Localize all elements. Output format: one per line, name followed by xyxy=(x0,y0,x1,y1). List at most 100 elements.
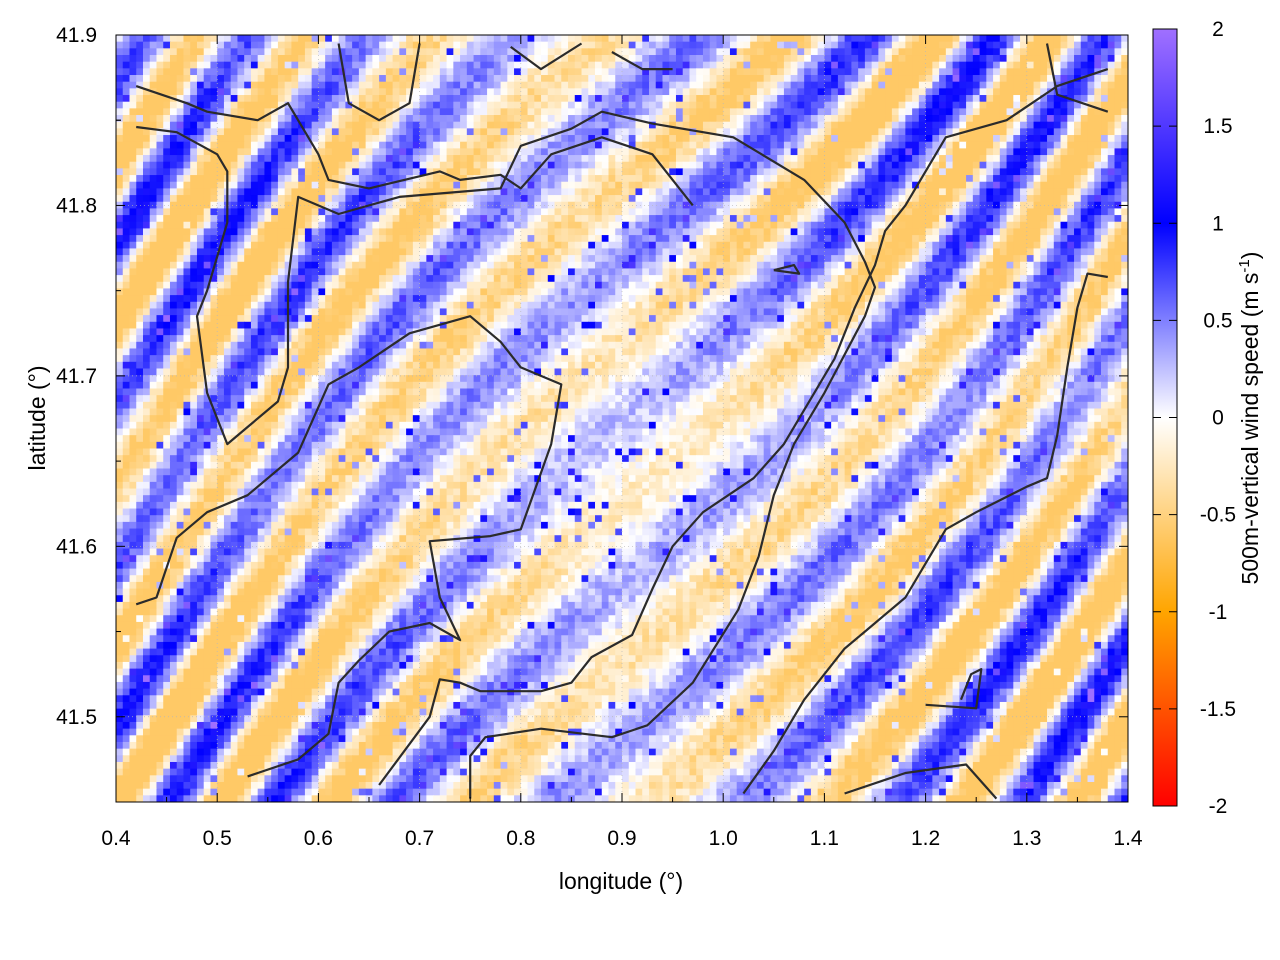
heatmap-cell xyxy=(1013,128,1021,136)
heatmap-cell xyxy=(507,55,515,63)
heatmap-cell xyxy=(1033,188,1041,196)
heatmap-cell xyxy=(716,195,724,203)
heatmap-cell xyxy=(972,35,981,43)
heatmap-cell xyxy=(291,55,299,63)
heatmap-cell xyxy=(277,55,286,63)
heatmap-cell xyxy=(149,141,158,149)
heatmap-cell xyxy=(250,68,259,76)
heatmap-cell xyxy=(183,115,191,123)
heatmap-cell xyxy=(966,121,974,129)
heatmap-cell xyxy=(1074,221,1082,230)
heatmap-cell xyxy=(1074,215,1082,223)
heatmap-cell xyxy=(972,68,981,76)
heatmap-cell xyxy=(298,168,306,176)
heatmap-cell xyxy=(999,61,1008,69)
heatmap-cell xyxy=(1020,241,1028,250)
heatmap-cell xyxy=(1074,108,1082,116)
heatmap-cell xyxy=(277,35,286,43)
heatmap-cell xyxy=(385,135,394,143)
heatmap-cell xyxy=(406,75,414,83)
heatmap-cell xyxy=(837,95,846,103)
heatmap-cell xyxy=(831,141,839,149)
heatmap-cell xyxy=(203,241,212,250)
heatmap-cell xyxy=(885,128,893,136)
heatmap-cell xyxy=(642,228,650,236)
heatmap-cell xyxy=(223,115,232,123)
heatmap-cell xyxy=(325,221,333,230)
heatmap-cell xyxy=(837,141,846,149)
heatmap-cell xyxy=(149,121,158,129)
heatmap-cell xyxy=(412,228,421,236)
heatmap-cell xyxy=(163,235,171,243)
heatmap-cell xyxy=(129,121,137,129)
heatmap-cell xyxy=(237,68,245,76)
heatmap-cell xyxy=(1047,208,1055,216)
heatmap-cell xyxy=(1074,88,1082,96)
heatmap-cell xyxy=(750,95,758,103)
heatmap-cell xyxy=(271,121,279,129)
heatmap-cell xyxy=(264,128,272,136)
heatmap-cell xyxy=(932,155,940,163)
heatmap-cell xyxy=(473,248,481,256)
heatmap-cell xyxy=(257,235,266,243)
heatmap-cell xyxy=(804,228,812,236)
heatmap-cell xyxy=(689,201,697,210)
heatmap-cell xyxy=(790,235,799,243)
heatmap-cell xyxy=(426,35,434,43)
heatmap-cell xyxy=(864,81,873,89)
heatmap-cell xyxy=(723,61,731,69)
heatmap-cell xyxy=(507,68,515,76)
heatmap-cell xyxy=(979,208,987,216)
heatmap-cell xyxy=(149,135,158,143)
heatmap-cell xyxy=(264,115,272,123)
heatmap-cell xyxy=(554,175,562,183)
heatmap-cell xyxy=(331,88,340,96)
heatmap-cell xyxy=(203,188,212,196)
heatmap-cell xyxy=(298,48,306,56)
heatmap-cell xyxy=(358,175,367,183)
heatmap-cell xyxy=(777,228,785,236)
heatmap-cell xyxy=(689,48,697,56)
heatmap-cell xyxy=(284,95,293,103)
heatmap-cell xyxy=(972,148,981,156)
heatmap-cell xyxy=(1107,68,1116,76)
heatmap-cell xyxy=(257,168,266,176)
heatmap-cell xyxy=(595,175,603,183)
heatmap-cell xyxy=(453,108,461,116)
heatmap-cell xyxy=(723,81,731,89)
heatmap-cell xyxy=(952,115,960,123)
heatmap-cell xyxy=(433,41,441,49)
heatmap-cell xyxy=(453,168,461,176)
heatmap-cell xyxy=(1047,201,1055,210)
heatmap-cell xyxy=(595,168,603,176)
heatmap-cell xyxy=(183,88,191,96)
heatmap-cell xyxy=(284,61,293,69)
heatmap-cell xyxy=(709,95,718,103)
heatmap-cell xyxy=(568,108,576,116)
heatmap-cell xyxy=(203,68,212,76)
heatmap-cell xyxy=(534,148,542,156)
heatmap-cell xyxy=(588,175,596,183)
heatmap-cell xyxy=(628,248,637,256)
heatmap-cell xyxy=(392,68,400,76)
heatmap-cell xyxy=(689,215,697,223)
heatmap-cell xyxy=(891,41,900,49)
heatmap-cell xyxy=(554,248,562,256)
heatmap-cell xyxy=(480,35,488,43)
heatmap-cell xyxy=(412,95,421,103)
heatmap-cell xyxy=(601,41,610,49)
heatmap-cell xyxy=(777,81,785,89)
heatmap-cell xyxy=(689,195,697,203)
heatmap-cell xyxy=(142,181,151,189)
heatmap-cell xyxy=(743,101,751,109)
heatmap-cell xyxy=(702,161,711,169)
heatmap-cell xyxy=(1121,48,1128,56)
heatmap-cell xyxy=(298,161,306,169)
heatmap-cell xyxy=(217,115,225,123)
heatmap-cell xyxy=(338,35,346,43)
heatmap-cell xyxy=(932,101,940,109)
heatmap-cell xyxy=(304,61,313,69)
heatmap-cell xyxy=(156,255,164,263)
heatmap-cell xyxy=(939,235,947,243)
heatmap-cell xyxy=(520,128,529,136)
